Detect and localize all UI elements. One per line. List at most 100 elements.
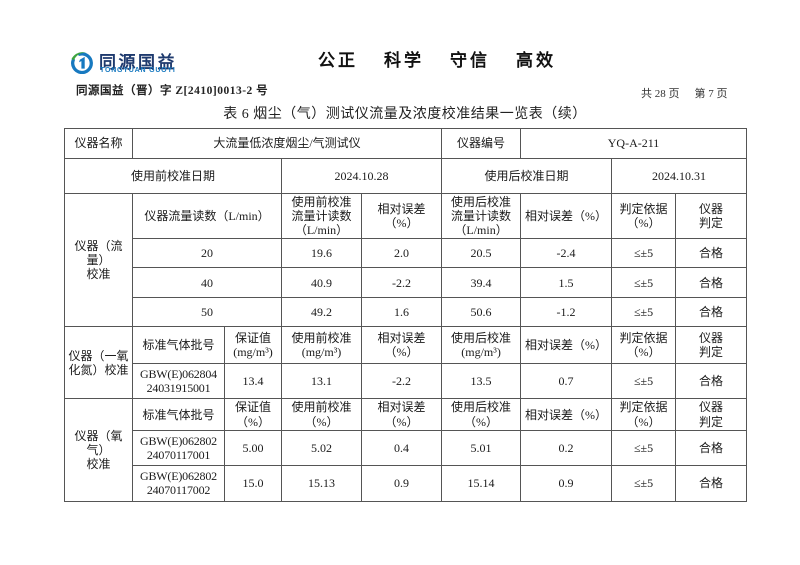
column-header-pre-reading: 使用前校准 流量计读数 （L/min） — [281, 192, 362, 240]
column-header-post-cal: 使用后校准 (mg/m³) — [441, 326, 522, 365]
page-total: 共 28 页 — [641, 88, 680, 100]
field-label-post-date: 使用后校准日期 — [441, 158, 613, 194]
field-value-post-date: 2024.10.31 — [611, 158, 748, 194]
document-number: 同源国益（晋）字 Z[2410]0013-2 号 — [76, 85, 269, 97]
column-header-rel-error-2: 相对误差（%） — [520, 192, 613, 240]
no-header-row: 仪器（一氧 化氮）校准 标准气体批号 保证值 (mg/m³) 使用前校准 (mg… — [64, 326, 748, 400]
company-name-en: TONGYUAN GUOYI — [100, 67, 176, 74]
data-cell: 1.5 — [520, 267, 613, 299]
section-label-no: 仪器（一氧 化氮）校准 — [64, 326, 133, 400]
data-cell: 13.1 — [281, 363, 362, 400]
column-header-rel-error-1: 相对误差 （%） — [360, 192, 443, 240]
column-header-pre-cal: 使用前校准 (mg/m³) — [281, 326, 362, 365]
data-cell: 0.2 — [520, 429, 613, 466]
field-label-instrument-name: 仪器名称 — [64, 128, 133, 159]
motto-word-3: 守信 — [450, 51, 490, 70]
data-cell: 15.13 — [281, 464, 362, 502]
page-current: 第 7 页 — [694, 88, 728, 100]
data-cell: 15.0 — [224, 464, 282, 502]
flow-header-row: 仪器（流量） 校准 仪器流量读数（L/min） 使用前校准 流量计读数 （L/m… — [64, 192, 748, 328]
column-header-judgement: 仪器 判定 — [675, 192, 748, 240]
company-name-cn: 同源国益 — [99, 53, 177, 72]
column-header-criterion: 判定依据 （%） — [611, 398, 677, 431]
data-cell-batch: GBW(E)062802 24070117001 — [132, 429, 225, 466]
company-logo-icon — [71, 52, 93, 74]
column-header-pre-cal: 使用前校准 （%） — [281, 398, 362, 431]
o2-header-row: 仪器（氧气） 校准 标准气体批号 保证值 （%） 使用前校准 （%） 相对误差 … — [64, 398, 748, 502]
data-cell: 1.6 — [360, 297, 443, 328]
data-cell: 0.4 — [360, 429, 443, 466]
data-cell: -2.4 — [520, 238, 613, 269]
column-header-gas-batch: 标准气体批号 — [132, 398, 225, 431]
data-cell: 合格 — [675, 363, 748, 400]
data-cell: 5.01 — [441, 429, 522, 466]
table-title: 表 6 烟尘（气）测试仪流量及浓度校准结果一览表（续） — [223, 107, 587, 122]
data-cell: 20 — [132, 238, 282, 269]
field-value-instrument-id: YQ-A-211 — [520, 128, 748, 159]
data-cell: 合格 — [675, 267, 748, 299]
motto-word-2: 科学 — [384, 51, 424, 70]
data-cell: 0.9 — [520, 464, 613, 502]
data-cell: 0.7 — [520, 363, 613, 400]
data-cell: ≤±5 — [611, 297, 677, 328]
data-cell: 2.0 — [360, 238, 443, 269]
data-cell: 合格 — [675, 429, 748, 466]
company-motto: 公正 科学 守信 高效 — [318, 46, 556, 71]
field-label-pre-date: 使用前校准日期 — [64, 158, 282, 194]
column-header-post-cal: 使用后校准 （%） — [441, 398, 522, 431]
data-cell: 40 — [132, 267, 282, 299]
field-value-instrument-name: 大流量低浓度烟尘/气测试仪 — [131, 128, 443, 159]
data-cell: -2.2 — [360, 267, 443, 299]
section-label-flow: 仪器（流量） 校准 — [64, 192, 133, 328]
data-cell: 50.6 — [441, 297, 522, 328]
data-cell: ≤±5 — [611, 429, 677, 466]
section-label-o2: 仪器（氧气） 校准 — [64, 398, 133, 502]
data-cell: ≤±5 — [611, 464, 677, 502]
data-cell: 合格 — [675, 297, 748, 328]
data-cell: -1.2 — [520, 297, 613, 328]
column-header-judgement: 仪器 判定 — [675, 398, 748, 431]
data-cell: 0.9 — [360, 464, 443, 502]
data-cell: 合格 — [675, 238, 748, 269]
info-row-2: 使用前校准日期 2024.10.28 使用后校准日期 2024.10.31 — [64, 158, 748, 194]
calibration-table: 仪器名称 大流量低浓度烟尘/气测试仪 仪器编号 YQ-A-211 使用前校准日期… — [64, 128, 748, 502]
o2-data-row: GBW(E)062802 24070117002 15.0 15.13 0.9 … — [65, 464, 748, 502]
data-cell: 15.14 — [441, 464, 522, 502]
data-cell: ≤±5 — [611, 238, 677, 269]
data-cell: 5.00 — [224, 429, 282, 466]
page-info: 共 28 页 第 7 页 — [641, 85, 728, 101]
column-header-criterion: 判定依据 （%） — [611, 192, 677, 240]
motto-word-1: 公正 — [318, 51, 358, 70]
data-cell: 50 — [132, 297, 282, 328]
column-header-rel-error-2: 相对误差（%） — [520, 326, 613, 365]
data-cell: 19.6 — [281, 238, 362, 269]
data-cell-batch: GBW(E)062804 24031915001 — [132, 363, 225, 400]
column-header-rel-error-2: 相对误差（%） — [520, 398, 613, 431]
data-cell-batch: GBW(E)062802 24070117002 — [132, 464, 225, 502]
field-value-pre-date: 2024.10.28 — [280, 158, 443, 194]
flow-data-row: 40 40.9 -2.2 39.4 1.5 ≤±5 合格 — [65, 267, 748, 299]
data-cell: 49.2 — [281, 297, 362, 328]
data-cell: 13.5 — [441, 363, 522, 400]
column-header-post-reading: 使用后校准 流量计读数 （L/min） — [441, 192, 522, 240]
column-header-flow-reading: 仪器流量读数（L/min） — [132, 192, 282, 240]
data-cell: 39.4 — [441, 267, 522, 299]
data-cell: ≤±5 — [611, 267, 677, 299]
data-cell: 合格 — [675, 464, 748, 502]
flow-data-row: 50 49.2 1.6 50.6 -1.2 ≤±5 合格 — [65, 297, 748, 328]
data-cell: 5.02 — [281, 429, 362, 466]
column-header-criterion: 判定依据 （%） — [611, 326, 677, 365]
column-header-rel-error-1: 相对误差 （%） — [360, 398, 443, 431]
data-cell: 20.5 — [441, 238, 522, 269]
o2-data-row: GBW(E)062802 24070117001 5.00 5.02 0.4 5… — [65, 429, 748, 466]
data-cell: 13.4 — [224, 363, 282, 400]
data-cell: 40.9 — [281, 267, 362, 299]
no-data-row: GBW(E)062804 24031915001 13.4 13.1 -2.2 … — [65, 363, 748, 400]
motto-word-4: 高效 — [516, 51, 556, 70]
column-header-guaranteed: 保证值 （%） — [224, 398, 282, 431]
data-cell: ≤±5 — [611, 363, 677, 400]
column-header-judgement: 仪器 判定 — [675, 326, 748, 365]
data-cell: -2.2 — [360, 363, 443, 400]
flow-data-row: 20 19.6 2.0 20.5 -2.4 ≤±5 合格 — [65, 238, 748, 269]
